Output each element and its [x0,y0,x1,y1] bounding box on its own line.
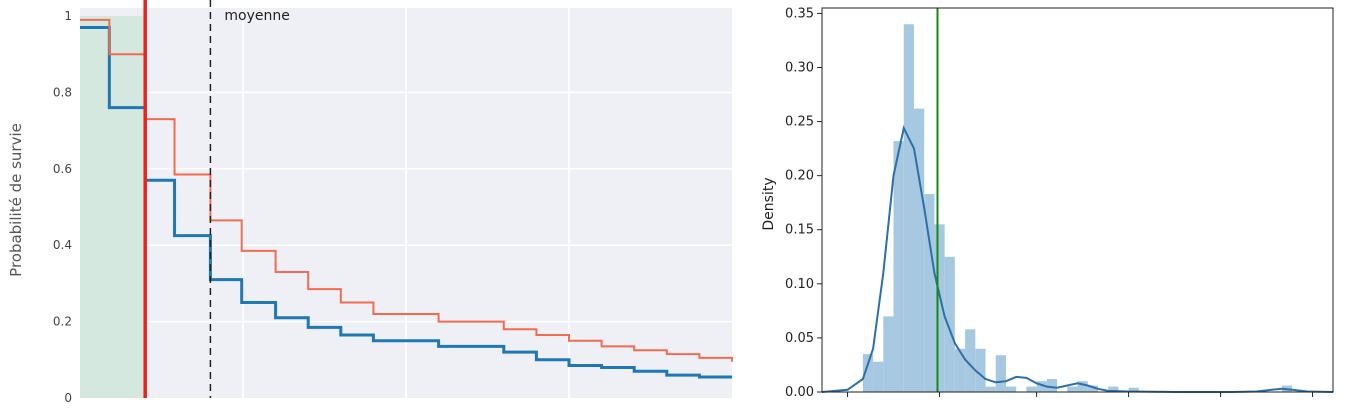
histogram-bar [995,355,1006,392]
y-tick-label: 0.35 [785,6,814,21]
histogram-bar [934,224,945,392]
histogram-bar [1005,386,1017,392]
y-tick-label: 0 [64,391,72,405]
y-axis-label: Density [761,177,777,230]
histogram-bar [1077,381,1088,392]
y-tick-label: 0.10 [785,277,814,292]
survival-chart: moyenne 0 0.2 0.4 0.6 0.8 1 Probabilité de surv… [7,0,733,405]
y-tick-label: 0.4 [53,238,72,252]
histogram-bar [1036,381,1047,392]
density-chart: 0.00 0.05 0.10 0.15 0.20 0.25 0.30 0.35 Density [761,6,1334,400]
histogram-bar [903,24,914,393]
y-tick-label: 0.20 [785,169,814,184]
histogram-bar [873,361,884,392]
survival-curve-1 [80,18,733,362]
histogram-bar [1046,379,1058,392]
histogram-bar [924,194,935,392]
histogram-bar [1128,387,1139,392]
y-axis-label: Probabilité de survie [7,123,25,277]
histogram-bar [913,108,925,393]
histogram-bar [1026,386,1037,392]
histogram-bar [975,348,986,392]
y-tick-label: 0.25 [785,115,814,130]
histogram-bar [1087,385,1098,392]
y-tick-label: 0.00 [785,385,814,400]
histogram-bar [954,348,966,392]
y-tick-label: 1 [64,9,72,23]
histogram-bar [1108,386,1119,392]
histogram-bar [883,316,894,392]
histogram-bar [1067,386,1078,392]
histogram-bar [893,141,904,392]
survival-curve-0 [80,25,732,379]
y-tick-label: 0.15 [785,223,814,238]
y-tick-label: 0.2 [53,315,72,329]
y-tick-label: 0.6 [53,162,72,176]
shaded-region [80,16,146,398]
mean-line-label: moyenne [224,8,289,24]
histogram-bar [862,354,874,392]
y-tick-label: 0.05 [785,331,814,346]
y-tick-label: 0.30 [785,60,814,75]
y-tick-label: 0.8 [53,85,72,99]
axes-frame [821,7,1334,393]
histogram-bar [965,329,976,392]
histogram-bar [944,256,955,392]
histogram-bar [985,386,996,392]
